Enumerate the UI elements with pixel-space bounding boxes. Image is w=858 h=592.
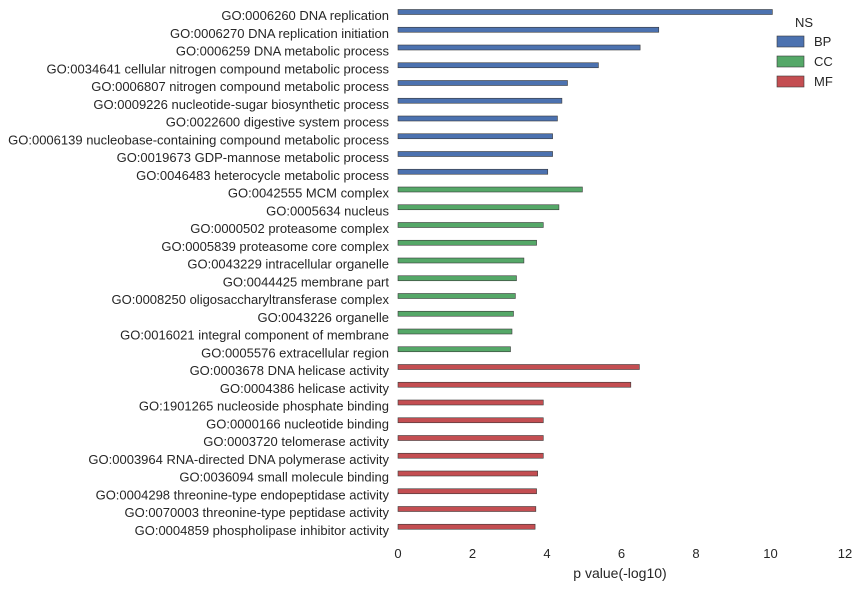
y-tick-label-go-0003964: GO:0003964 RNA-directed DNA polymerase a… <box>88 452 389 467</box>
y-tick-label-go-0006259: GO:0006259 DNA metabolic process <box>176 44 390 59</box>
bar-mf-go-0000166 <box>397 417 544 424</box>
x-tick-label-8: 8 <box>692 546 699 561</box>
legend-label-mf: MF <box>814 74 833 89</box>
bar-bp-go-0006139 <box>397 133 553 140</box>
bar-bp-go-0006259 <box>397 44 641 51</box>
y-tick-label-go-0006807: GO:0006807 nitrogen compound metabolic p… <box>91 79 389 94</box>
y-tick-label-go-0003720: GO:0003720 telomerase activity <box>203 434 389 449</box>
legend-label-bp: BP <box>814 34 831 49</box>
legend-label-cc: CC <box>814 54 833 69</box>
bar-cc-go-0043226 <box>397 310 514 317</box>
bar-cc-go-0008250 <box>397 293 516 299</box>
x-tick-label-10: 10 <box>763 546 777 561</box>
bar-mf-go-0004386 <box>397 381 632 388</box>
y-tick-label-go-0044425: GO:0044425 membrane part <box>223 274 390 289</box>
y-tick-label-go-0022600: GO:0022600 digestive system process <box>166 115 390 130</box>
y-tick-label-go-0003678: GO:0003678 DNA helicase activity <box>190 363 390 378</box>
y-tick-label-go-0043229: GO:0043229 intracellular organelle <box>187 257 389 272</box>
y-tick-label-go-0006139: GO:0006139 nucleobase-containing compoun… <box>8 132 389 147</box>
x-tick-label-6: 6 <box>618 546 625 561</box>
bar-cc-go-0042555 <box>397 186 583 193</box>
y-tick-label-go-0000502: GO:0000502 proteasome complex <box>190 221 389 236</box>
y-tick-label-go-0009226: GO:0009226 nucleotide-sugar biosynthetic… <box>93 97 389 112</box>
bar-cc-go-0005576 <box>397 346 511 353</box>
bar-bp-go-0022600 <box>397 115 558 122</box>
bar-cc-go-0044425 <box>397 275 517 282</box>
y-tick-label-go-0036094: GO:0036094 small molecule binding <box>179 470 389 485</box>
y-tick-label-go-0070003: GO:0070003 threonine-type peptidase acti… <box>124 505 389 520</box>
legend-swatch-bp <box>776 35 805 48</box>
bar-bp-go-0009226 <box>397 97 563 104</box>
bar-mf-go-0070003 <box>397 506 537 512</box>
y-tick-label-go-0000166: GO:0000166 nucleotide binding <box>206 416 389 431</box>
bar-cc-go-0000502 <box>397 222 544 228</box>
bar-bp-go-0046483 <box>397 168 549 175</box>
bar-mf-go-0036094 <box>397 470 538 477</box>
bar-mf-go-0003678 <box>397 364 640 370</box>
y-tick-label-go-1901265: GO:1901265 nucleoside phosphate binding <box>139 399 389 414</box>
x-tick-label-2: 2 <box>469 546 476 561</box>
x-axis-label: p value(-log10) <box>573 565 666 581</box>
y-tick-label-go-0005634: GO:0005634 nucleus <box>266 203 389 218</box>
y-tick-label-go-0005839: GO:0005839 proteasome core complex <box>161 239 389 254</box>
bar-cc-go-0016021 <box>397 328 513 335</box>
legend-title: NS <box>795 15 813 30</box>
bar-mf-go-1901265 <box>397 399 544 406</box>
y-tick-label-go-0006260: GO:0006260 DNA replication <box>221 8 389 23</box>
bar-bp-go-0019673 <box>397 151 553 157</box>
y-tick-label-go-0004298: GO:0004298 threonine-type endopeptidase … <box>96 487 390 502</box>
y-tick-label-go-0019673: GO:0019673 GDP-mannose metabolic process <box>117 150 390 165</box>
x-tick-label-4: 4 <box>543 546 550 561</box>
y-tick-label-go-0008250: GO:0008250 oligosaccharyltransferase com… <box>112 292 390 307</box>
bar-bp-go-0006260 <box>397 9 773 15</box>
legend-swatch-cc <box>776 55 805 68</box>
bar-bp-go-0006270 <box>397 26 660 33</box>
y-tick-label-go-0034641: GO:0034641 cellular nitrogen compound me… <box>46 61 389 76</box>
x-tick-labels: 0 2 4 6 8 10 12 <box>394 546 852 561</box>
y-tick-label-go-0004386: GO:0004386 helicase activity <box>220 381 390 396</box>
bar-mf-go-0004859 <box>397 523 536 530</box>
y-tick-label-go-0005576: GO:0005576 extracellular region <box>201 345 389 360</box>
legend-swatch-mf <box>776 75 805 88</box>
legend: NS BP CC MF <box>776 15 833 89</box>
y-tick-label-go-0046483: GO:0046483 heterocycle metabolic process <box>136 168 389 183</box>
y-tick-labels: GO:0006260 DNA replication GO:0006270 DNA… <box>8 8 389 538</box>
bar-cc-go-0005839 <box>397 239 537 246</box>
bar-bp-go-0006807 <box>397 80 568 86</box>
y-tick-label-go-0016021: GO:0016021 integral component of membran… <box>120 328 389 343</box>
bar-cc-go-0043229 <box>397 257 525 264</box>
y-tick-label-go-0042555: GO:0042555 MCM complex <box>228 186 390 201</box>
y-tick-label-go-0004859: GO:0004859 phospholipase inhibitor activ… <box>135 523 390 538</box>
bar-mf-go-0003720 <box>397 435 544 441</box>
y-tick-label-go-0006270: GO:0006270 DNA replication initiation <box>170 26 389 41</box>
bar-cc-go-0005634 <box>397 204 560 211</box>
bars-layer <box>397 9 773 530</box>
bar-mf-go-0004298 <box>397 488 537 495</box>
x-tick-label-12: 12 <box>838 546 852 561</box>
bar-mf-go-0003964 <box>397 452 544 459</box>
x-tick-label-0: 0 <box>394 546 401 561</box>
y-tick-label-go-0043226: GO:0043226 organelle <box>257 310 389 325</box>
bar-bp-go-0034641 <box>397 62 599 69</box>
